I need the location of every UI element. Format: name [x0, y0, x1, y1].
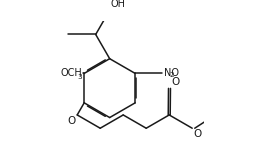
- Text: OCH: OCH: [61, 68, 83, 78]
- Text: 2: 2: [170, 72, 174, 78]
- Text: O: O: [68, 116, 76, 126]
- Text: O: O: [193, 129, 201, 139]
- Text: O: O: [171, 77, 179, 87]
- Text: 3: 3: [78, 74, 82, 80]
- Text: NO: NO: [164, 68, 179, 78]
- Text: OH: OH: [110, 0, 125, 9]
